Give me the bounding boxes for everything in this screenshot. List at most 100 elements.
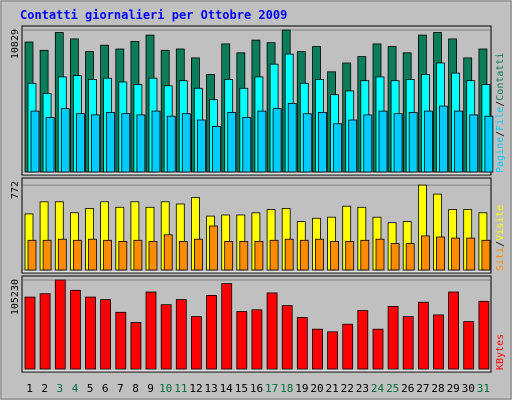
day-label-12: 12: [189, 382, 202, 395]
bar-siti-day-24: [375, 238, 385, 271]
bar-siti-day-17: [269, 239, 279, 271]
day-label-29: 29: [447, 382, 460, 395]
bar-pagine-day-12: [196, 119, 206, 173]
bar-pagine-day-3: [60, 108, 70, 173]
day-label-13: 13: [204, 382, 217, 395]
day-label-26: 26: [401, 382, 414, 395]
day-label-24: 24: [371, 382, 385, 395]
bar-pagine-day-21: [333, 123, 343, 173]
bar-siti-day-13: [209, 225, 218, 271]
day-label-9: 9: [147, 382, 154, 395]
bar-kbytes-day-24: [372, 328, 384, 370]
day-label-10: 10: [159, 382, 172, 395]
bar-pagine-day-16: [257, 110, 267, 173]
bar-pagine-day-22: [348, 119, 358, 173]
day-label-25: 25: [386, 382, 399, 395]
bar-pagine-day-19: [302, 113, 312, 173]
series-legend: Siti/Visite: [495, 205, 506, 271]
bar-kbytes-day-18: [281, 305, 293, 370]
day-label-31: 31: [477, 382, 490, 395]
bar-siti-day-16: [254, 240, 264, 271]
day-label-19: 19: [295, 382, 308, 395]
day-label-14: 14: [220, 382, 234, 395]
bar-siti-day-2: [42, 239, 52, 271]
bar-siti-day-6: [103, 239, 112, 271]
bar-pagine-day-13: [212, 126, 221, 173]
bar-pagine-day-23: [363, 114, 373, 173]
bar-kbytes-day-6: [100, 299, 111, 370]
max-value-label: 772: [10, 181, 21, 199]
bar-siti-day-8: [133, 239, 143, 271]
series-legend: Pagine/File/Contatti: [495, 53, 506, 173]
day-label-21: 21: [325, 382, 338, 395]
bar-kbytes-day-13: [206, 294, 217, 370]
day-label-5: 5: [87, 382, 94, 395]
bar-kbytes-day-16: [251, 309, 263, 370]
bar-siti-day-18: [284, 238, 294, 271]
panel-visits: 772 Siti/Visite: [10, 177, 506, 274]
bar-siti-day-28: [436, 236, 445, 271]
day-label-28: 28: [431, 382, 444, 395]
bar-kbytes-day-4: [70, 289, 81, 370]
bar-kbytes-day-29: [448, 291, 460, 370]
day-label-23: 23: [356, 382, 369, 395]
bar-pagine-day-8: [136, 114, 146, 173]
bar-kbytes-day-27: [417, 301, 429, 370]
bar-siti-day-10: [163, 234, 173, 271]
bar-siti-day-23: [360, 239, 370, 271]
bar-kbytes-day-19: [296, 316, 308, 370]
day-label-30: 30: [462, 382, 475, 395]
bar-siti-day-26: [405, 243, 415, 271]
bar-siti-day-22: [345, 240, 355, 271]
bar-siti-day-12: [193, 238, 203, 271]
bar-pagine-day-27: [423, 110, 433, 173]
bar-siti-day-14: [224, 240, 234, 271]
bar-kbytes-day-17: [266, 292, 278, 370]
bar-pagine-day-24: [378, 110, 388, 173]
bar-siti-day-29: [451, 237, 461, 271]
day-label-11: 11: [174, 382, 187, 395]
bar-pagine-day-11: [181, 113, 191, 173]
bar-siti-day-25: [390, 243, 400, 271]
bar-kbytes-day-2: [39, 293, 51, 370]
bar-pagine-day-25: [393, 113, 403, 173]
bar-kbytes-day-30: [463, 321, 475, 370]
legend-label: File: [495, 107, 506, 131]
bar-siti-day-11: [178, 240, 188, 271]
bar-pagine-day-5: [91, 114, 100, 173]
legend-label: /: [495, 131, 506, 137]
chart-title: Contatti giornalieri per Ottobre 2009: [20, 8, 287, 22]
bar-kbytes-day-1: [24, 296, 36, 370]
bar-kbytes-day-10: [160, 304, 172, 370]
bar-siti-day-15: [239, 240, 249, 271]
bar-pagine-day-9: [151, 110, 161, 173]
bar-kbytes-day-26: [402, 316, 414, 370]
legend-label: Siti: [495, 247, 506, 271]
day-label-7: 7: [117, 382, 124, 395]
bar-siti-day-4: [73, 239, 82, 271]
bar-pagine-day-30: [469, 114, 479, 173]
bar-kbytes-day-3: [54, 279, 66, 370]
legend-label: KBytes: [495, 334, 506, 370]
bar-kbytes-day-28: [433, 314, 444, 370]
bar-pagine-day-20: [318, 112, 327, 173]
bar-kbytes-day-20: [312, 328, 323, 370]
bar-pagine-day-4: [76, 113, 85, 173]
day-label-15: 15: [235, 382, 248, 395]
day-label-3: 3: [56, 382, 63, 395]
bar-siti-day-7: [118, 240, 128, 271]
bar-kbytes-day-5: [85, 296, 96, 370]
day-label-17: 17: [265, 382, 278, 395]
bar-kbytes-day-14: [221, 283, 233, 370]
bar-siti-day-1: [27, 239, 37, 271]
bar-kbytes-day-9: [145, 291, 157, 370]
bar-pagine-day-15: [242, 117, 252, 173]
bar-pagine-day-1: [30, 110, 40, 173]
bar-pagine-day-2: [45, 117, 55, 173]
legend-label: Pagine: [495, 137, 506, 173]
bar-pagine-day-10: [166, 115, 176, 173]
day-label-4: 4: [72, 382, 79, 395]
